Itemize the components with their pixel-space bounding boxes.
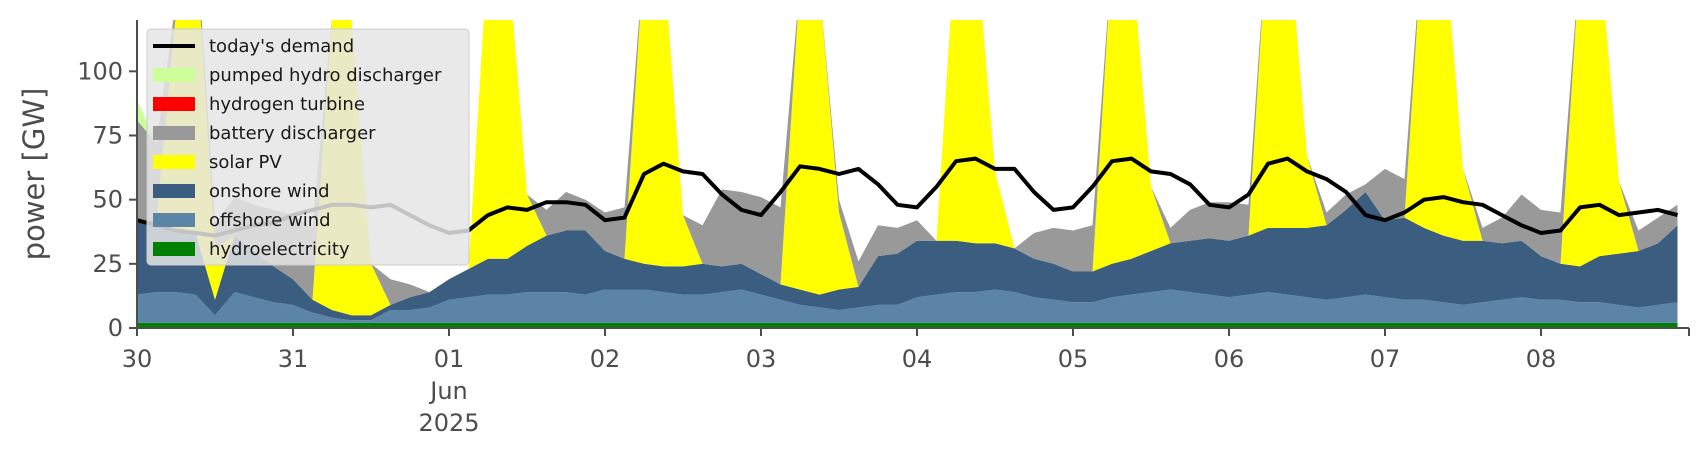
legend-label-hydroelectricity: hydroelectricity xyxy=(209,239,350,260)
legend-label-offshore-wind: offshore wind xyxy=(209,210,331,231)
legend-label-hydrogen-turbine: hydrogen turbine xyxy=(209,94,365,115)
legend-label-today-s-demand: today's demand xyxy=(209,36,354,57)
legend-swatch-pumped-hydro-discharger xyxy=(153,68,195,82)
legend-label-solar-pv: solar PV xyxy=(209,152,282,173)
x-tick-label-30: 30 xyxy=(122,345,153,373)
legend-swatch-onshore-wind xyxy=(153,184,195,198)
x-tick-label-07: 07 xyxy=(1370,345,1401,373)
legend-swatch-hydrogen-turbine xyxy=(153,97,195,111)
y-tick-label-75: 75 xyxy=(92,122,123,150)
x-tick-label-05: 05 xyxy=(1058,345,1089,373)
stacked-areas xyxy=(137,20,1678,328)
y-tick-label-0: 0 xyxy=(108,314,123,342)
x-axis: 30 31 01 Jun 2025 02 03 04 05 06 07 08 xyxy=(122,327,1690,437)
y-axis-label: power [GW] xyxy=(17,88,51,261)
legend-swatch-battery-discharger xyxy=(153,126,195,140)
legend-swatch-solar-pv xyxy=(153,155,195,169)
x-tick-label-01: 01 xyxy=(434,345,465,373)
x-tick-label-02: 02 xyxy=(590,345,621,373)
area-battery-discharger xyxy=(137,20,1678,305)
legend-swatch-offshore-wind xyxy=(153,213,195,227)
legend-label-onshore-wind: onshore wind xyxy=(209,181,330,202)
legend-box xyxy=(146,28,470,266)
area-hydroelectricity xyxy=(137,322,1678,328)
legend-label-battery-discharger: battery discharger xyxy=(209,123,376,144)
x-tick-label-31: 31 xyxy=(278,345,309,373)
x-tick-label-04: 04 xyxy=(902,345,933,373)
legend-label-pumped-hydro-discharger: pumped hydro discharger xyxy=(209,65,442,86)
y-tick-label-25: 25 xyxy=(92,250,123,278)
y-axis: 0 25 50 75 100 xyxy=(77,20,138,342)
x-tick-label-06: 06 xyxy=(1214,345,1245,373)
x-tick-sublabel-2025: 2025 xyxy=(418,409,479,437)
y-tick-label-50: 50 xyxy=(92,186,123,214)
area-onshore-wind xyxy=(137,192,1678,321)
x-tick-sublabel-jun: Jun xyxy=(428,377,468,405)
legend-swatch-hydroelectricity xyxy=(153,242,195,256)
area-solar-pv xyxy=(137,20,1678,316)
legend: today's demand pumped hydro discharger hyd… xyxy=(146,28,470,266)
y-tick-label-100: 100 xyxy=(77,57,123,85)
x-tick-label-03: 03 xyxy=(746,345,777,373)
area-offshore-wind xyxy=(137,289,1678,323)
x-tick-label-08: 08 xyxy=(1526,345,1557,373)
